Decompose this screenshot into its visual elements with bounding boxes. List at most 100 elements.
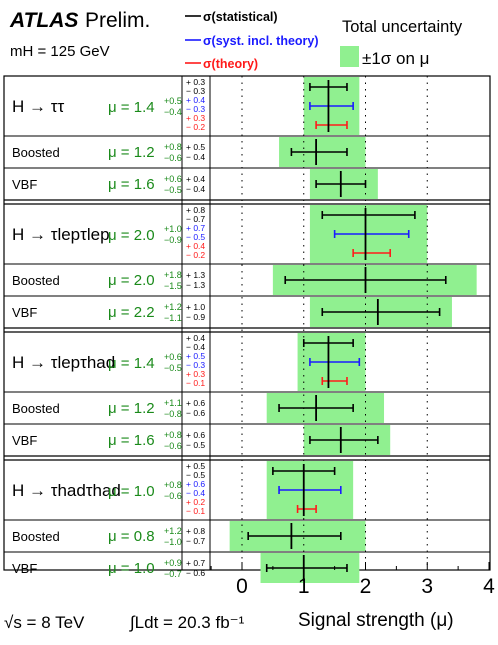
- mu-value: μ = 0.8: [108, 528, 155, 545]
- experiment-label: ATLAS: [9, 9, 78, 32]
- total-down-label: −0.4: [164, 107, 182, 117]
- mu-value: μ = 1.6: [108, 432, 155, 449]
- legend-theory-label: σ(theory): [203, 57, 258, 71]
- stat-up-label: + 1.3: [186, 270, 205, 280]
- category-label: Boosted: [12, 273, 60, 288]
- mu-value: μ = 2.2: [108, 304, 155, 321]
- theory-down-label: − 0.2: [186, 122, 205, 132]
- mu-value: μ = 1.6: [108, 176, 155, 193]
- luminosity-label: ∫Ldt = 20.3 fb⁻¹: [129, 613, 245, 632]
- rows: H → ττ μ = 1.4 +0.5−0.4+ 0.3− 0.3+ 0.4− 0.…: [4, 76, 490, 583]
- energy-label: √s = 8 TeV: [4, 613, 85, 632]
- total-up-label: +0.8: [164, 480, 182, 490]
- mu-value: μ = 1.4: [108, 99, 155, 116]
- total-up-label: +0.6: [164, 352, 182, 362]
- category-row: Boosted μ = 1.2 +1.1−0.8 + 0.6− 0.6: [12, 395, 354, 421]
- syst-up-label: + 0.4: [186, 95, 205, 105]
- category-row: VBF μ = 2.2 +1.2−1.1 + 1.0− 0.9: [12, 299, 441, 325]
- category-label: Boosted: [12, 145, 60, 160]
- theory-down-label: − 0.1: [186, 378, 205, 388]
- theory-error-bar: [296, 505, 317, 513]
- total-uncertainty-label: Total uncertainty: [342, 18, 463, 36]
- total-up-label: +1.1: [164, 398, 182, 408]
- channel-label: H → ττ: [12, 97, 64, 116]
- total-down-label: −0.5: [164, 363, 182, 373]
- channel-label: H → τlepτlep: [12, 225, 110, 244]
- stat-up-label: + 0.8: [186, 526, 205, 536]
- total-up-label: +0.9: [164, 558, 182, 568]
- total-up-label: +0.6: [164, 174, 182, 184]
- theory-error-bar: [352, 249, 392, 257]
- stat-down-label: − 0.5: [186, 440, 205, 450]
- category-row: Boosted μ = 1.2 +0.8−0.6 + 0.5− 0.4: [12, 139, 348, 165]
- stat-down-label: − 0.4: [186, 342, 205, 352]
- total-up-label: +0.8: [164, 142, 182, 152]
- total-down-label: −0.9: [164, 235, 182, 245]
- theory-up-label: + 0.4: [186, 241, 205, 251]
- category-label: VBF: [12, 177, 37, 192]
- stat-up-label: + 0.5: [186, 461, 205, 471]
- total-down-label: −0.6: [164, 153, 182, 163]
- stat-down-label: − 1.3: [186, 280, 205, 290]
- stat-up-label: + 0.6: [186, 430, 205, 440]
- syst-up-label: + 0.6: [186, 479, 205, 489]
- syst-down-label: − 0.4: [186, 488, 205, 498]
- x-tick-label: 4: [483, 575, 495, 598]
- total-down-label: −0.5: [164, 185, 182, 195]
- mass-label: mH = 125 GeV: [10, 43, 110, 60]
- stat-error-bar: [321, 211, 416, 219]
- category-label: Boosted: [12, 529, 60, 544]
- syst-up-label: + 0.7: [186, 223, 205, 233]
- syst-error-bar: [333, 230, 410, 238]
- total-up-label: +1.0: [164, 224, 182, 234]
- theory-down-label: − 0.2: [186, 250, 205, 260]
- syst-down-label: − 0.5: [186, 232, 205, 242]
- stat-down-label: − 0.4: [186, 184, 205, 194]
- stat-up-label: + 0.4: [186, 333, 205, 343]
- x-tick-label: 2: [360, 575, 372, 598]
- x-tick-label: 3: [421, 575, 433, 598]
- stat-up-label: + 0.3: [186, 77, 205, 87]
- stat-error-bar: [290, 148, 348, 156]
- category-row: Boosted μ = 2.0 +1.8−1.5 + 1.3− 1.3: [12, 267, 447, 293]
- stat-up-label: + 0.6: [186, 398, 205, 408]
- channel-label: H → τhadτhad: [12, 481, 121, 500]
- mu-value: μ = 2.0: [108, 227, 155, 244]
- channel-label: H → τlepτhad: [12, 353, 115, 372]
- total-up-label: +1.8: [164, 270, 182, 280]
- x-axis-title: Signal strength (μ): [298, 610, 454, 631]
- total-down-label: −0.8: [164, 409, 182, 419]
- stat-down-label: − 0.6: [186, 568, 205, 578]
- header: ATLAS Prelim. mH = 125 GeV σ(statistical…: [9, 9, 463, 71]
- footer: √s = 8 TeV ∫Ldt = 20.3 fb⁻¹ Signal stren…: [4, 610, 454, 632]
- mu-value: μ = 1.2: [108, 400, 155, 417]
- category-row: Boosted μ = 0.8 +1.2−1.0 + 0.8− 0.7: [12, 523, 342, 549]
- total-down-label: −0.6: [164, 491, 182, 501]
- syst-down-label: − 0.3: [186, 104, 205, 114]
- total-down-label: −0.6: [164, 441, 182, 451]
- syst-down-label: − 0.3: [186, 360, 205, 370]
- mu-value: μ = 1.0: [108, 560, 155, 577]
- x-tick-label: 0: [236, 575, 248, 598]
- stat-error-bar: [321, 308, 441, 316]
- theory-up-label: + 0.3: [186, 113, 205, 123]
- total-down-label: −1.5: [164, 281, 182, 291]
- stat-up-label: + 0.8: [186, 205, 205, 215]
- theory-error-bar: [321, 377, 348, 385]
- stat-down-label: − 0.4: [186, 152, 205, 162]
- syst-error-bar: [278, 486, 342, 494]
- mu-value: μ = 1.0: [108, 483, 155, 500]
- stat-down-label: − 0.3: [186, 86, 205, 96]
- stat-up-label: + 1.0: [186, 302, 205, 312]
- total-up-label: +0.5: [164, 96, 182, 106]
- stat-up-label: + 0.4: [186, 174, 205, 184]
- sigma-swatch: [340, 46, 359, 67]
- category-row: VBF μ = 1.6 +0.8−0.6 + 0.6− 0.5: [12, 427, 379, 453]
- stat-down-label: − 0.7: [186, 536, 205, 546]
- theory-error-bar: [315, 121, 348, 129]
- theory-down-label: − 0.1: [186, 506, 205, 516]
- mu-value: μ = 1.4: [108, 355, 155, 372]
